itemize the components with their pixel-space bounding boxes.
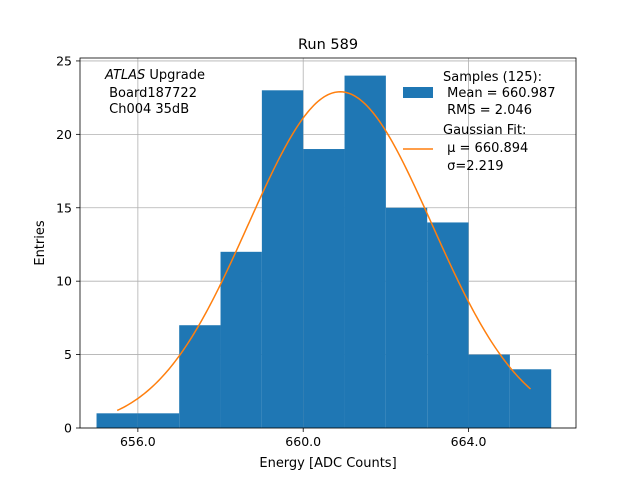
histogram-bar (261, 90, 304, 429)
histogram-bar (137, 413, 180, 428)
atlas-annotation: ATLAS Upgrade Board187722 Ch004 35dB (104, 68, 205, 117)
x-tick-label: 656.0 (120, 434, 156, 449)
histogram-bar (220, 251, 262, 428)
x-tick-label: 660.0 (285, 434, 321, 449)
histogram-bar (344, 75, 386, 428)
y-axis-label: Entries (33, 220, 48, 266)
y-tick-label: 15 (56, 200, 72, 215)
histogram-bar (509, 369, 552, 428)
histogram-bar (303, 149, 345, 429)
y-tick-label: 5 (64, 347, 72, 362)
annotation-line-3: Ch004 35dB (105, 102, 189, 117)
legend: Samples (125): Mean = 660.987 RMS = 2.04… (403, 70, 555, 174)
chart-title: Run 589 (298, 37, 358, 53)
histogram-bar (427, 222, 469, 428)
x-tick-label: 664.0 (451, 434, 487, 449)
legend-samples-line-2: Mean = 660.987 (443, 86, 555, 101)
histogram-bar (468, 354, 510, 428)
x-axis-label: Energy [ADC Counts] (259, 456, 396, 471)
annotation-upgrade-text: Upgrade (145, 68, 205, 83)
y-tick-label: 0 (64, 421, 72, 436)
legend-fit-line-2: μ = 660.894 (443, 141, 528, 156)
histogram-bar (385, 207, 428, 428)
legend-samples-line-1: Samples (125): (443, 70, 542, 85)
y-tick-label: 25 (56, 53, 72, 68)
gaussian-fit-curve (116, 91, 532, 412)
legend-fit-line-3: σ=2.219 (443, 159, 503, 174)
legend-samples-line-3: RMS = 2.046 (443, 103, 532, 118)
annotation-line-1: ATLAS Upgrade (104, 68, 205, 83)
histogram-bar (96, 413, 138, 428)
axes-frame (79, 57, 577, 429)
annotation-atlas-italic: ATLAS (104, 68, 145, 83)
y-tick-label: 20 (56, 127, 72, 142)
legend-fit-line-1: Gaussian Fit: (443, 123, 526, 138)
annotation-line-2: Board187722 (105, 86, 197, 101)
legend-samples-swatch (403, 87, 433, 98)
histogram-bar (179, 325, 221, 428)
histogram-bars (96, 75, 552, 429)
axis-ticks: 656.0 660.0 664.0 0 5 10 15 20 25 (56, 53, 486, 449)
y-tick-label: 10 (56, 274, 72, 289)
